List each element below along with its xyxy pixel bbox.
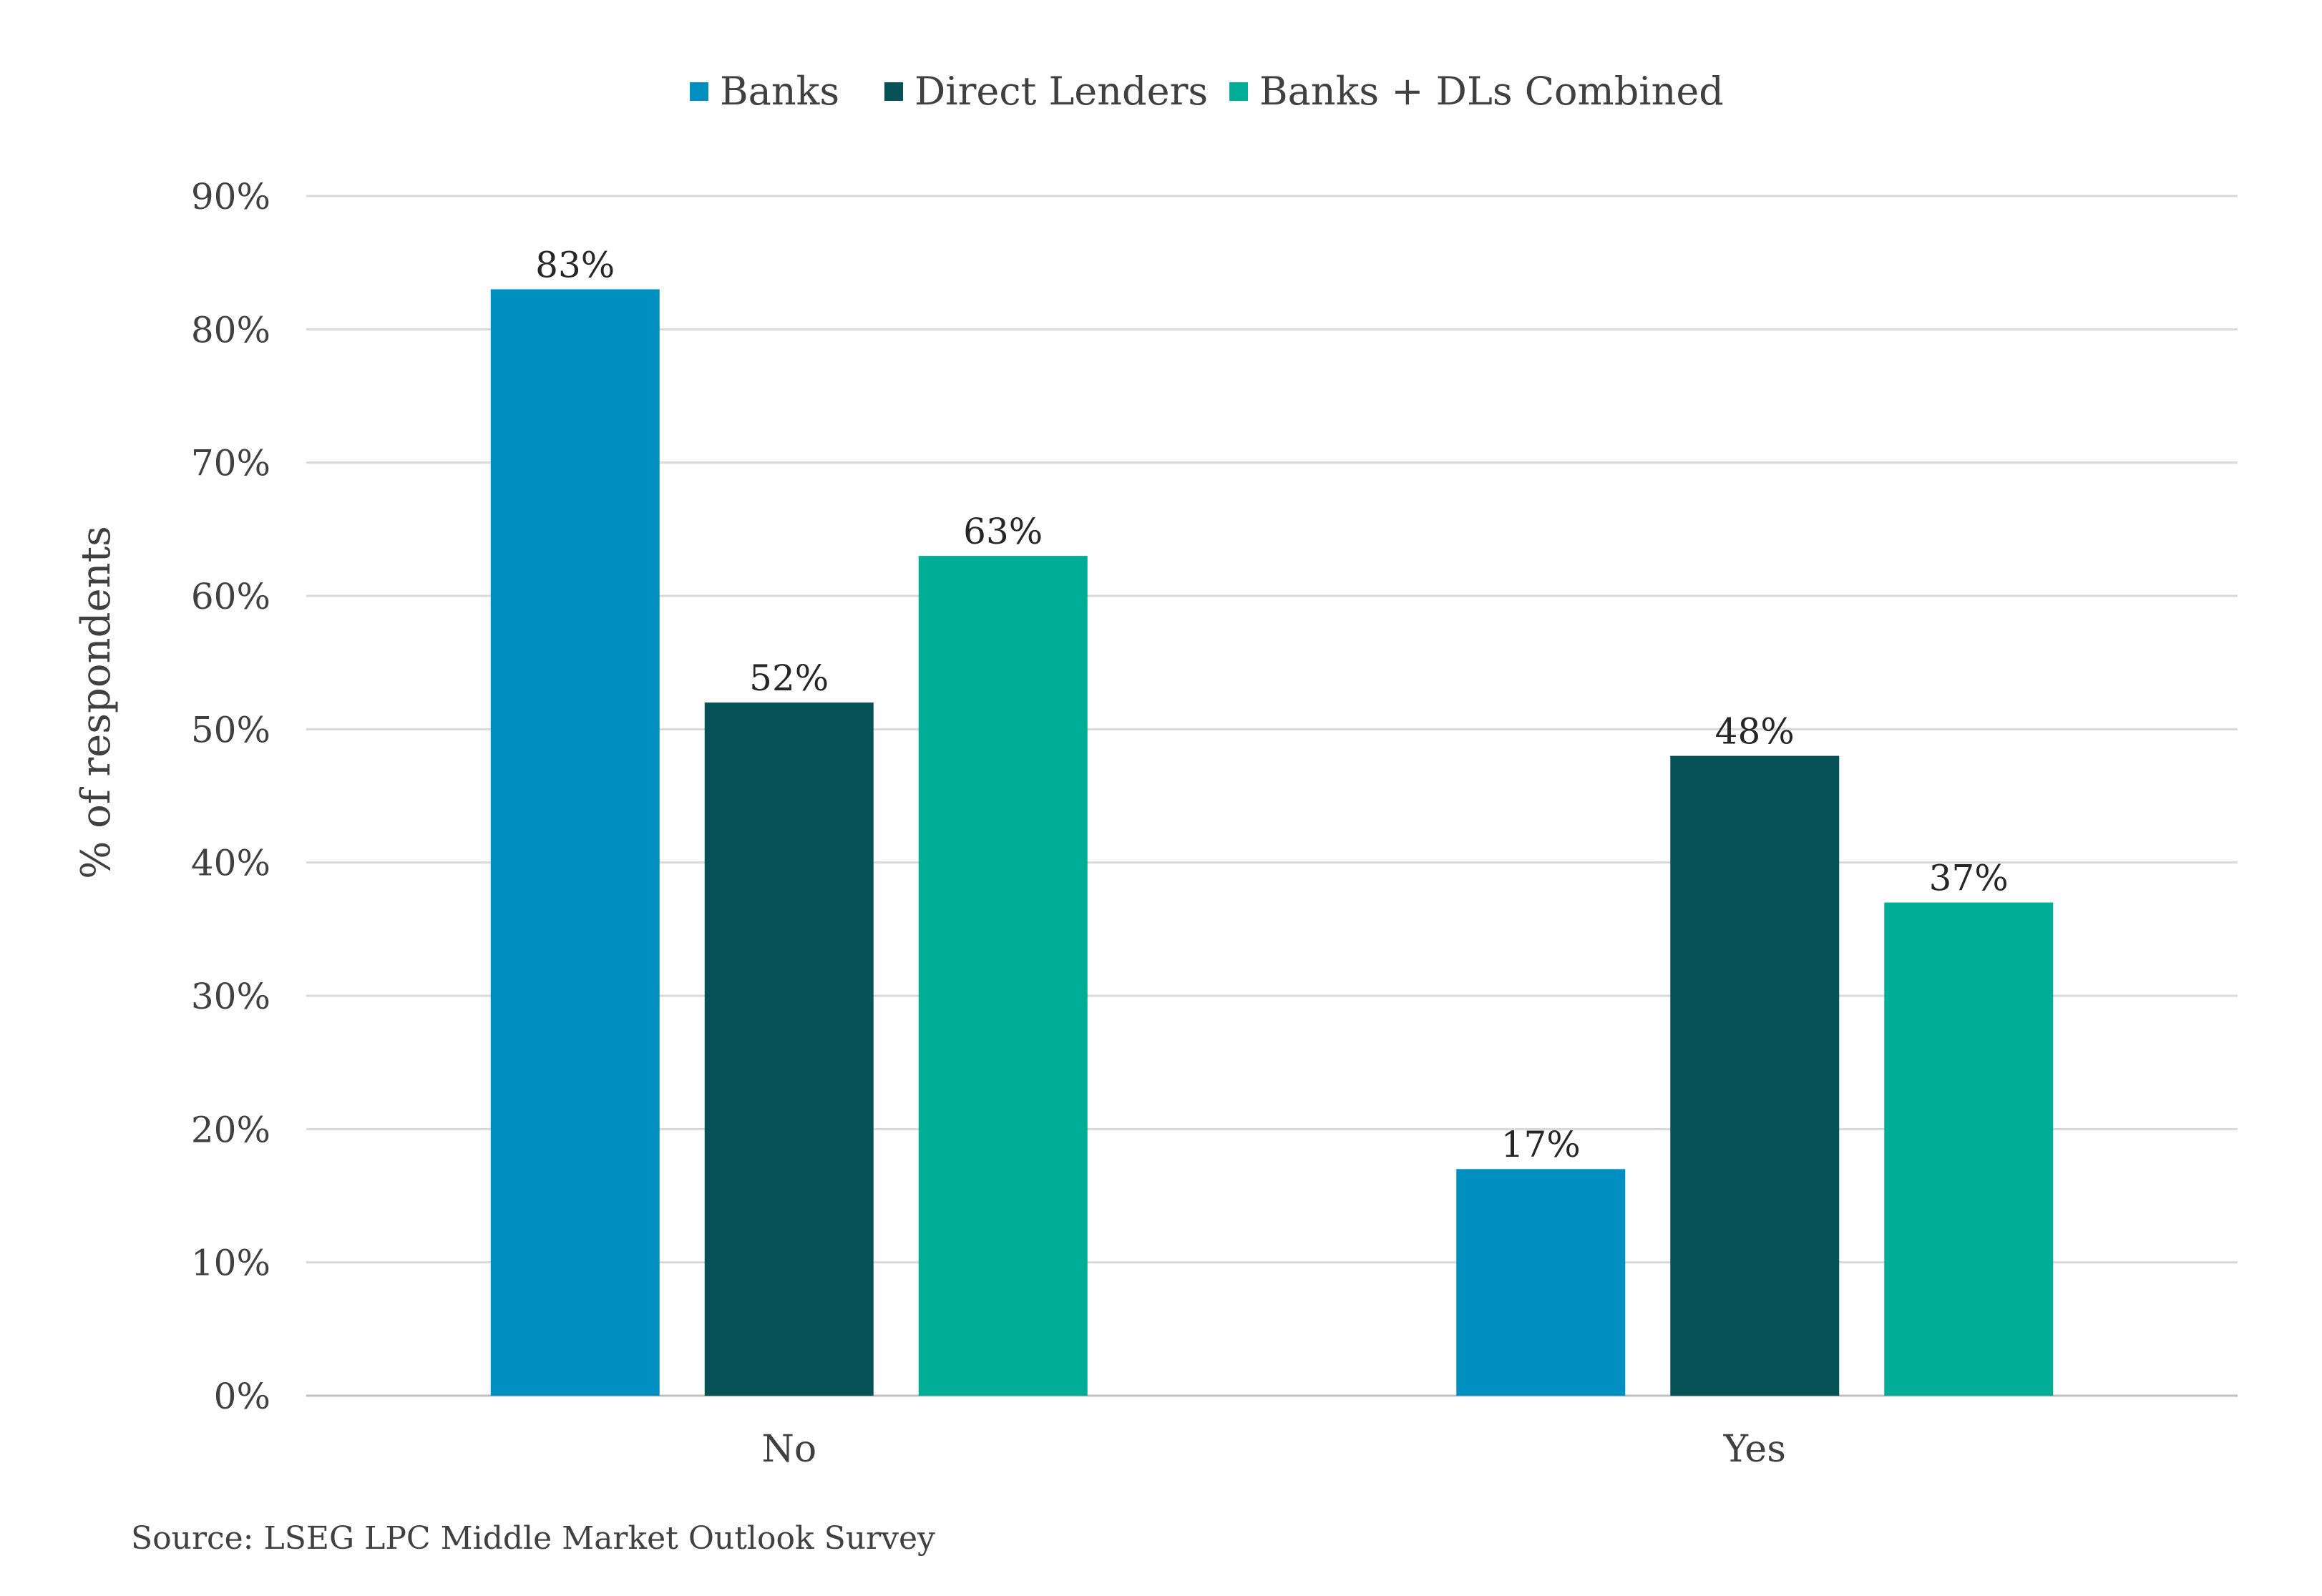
legend-label: Banks + DLs Combined	[1259, 69, 1724, 114]
y-tick-label: 70%	[191, 443, 270, 484]
x-category-label: Yes	[1723, 1428, 1786, 1471]
y-tick-label: 0%	[214, 1376, 270, 1417]
legend: Banks Direct Lenders Banks + DLs Combined	[690, 69, 1724, 114]
y-tick-label: 20%	[191, 1109, 270, 1150]
y-axis-title: % of respondents	[73, 526, 119, 879]
legend-item-banks: Banks	[690, 69, 839, 114]
source-note: Source: LSEG LPC Middle Market Outlook S…	[131, 1520, 935, 1557]
y-tick-label: 90%	[191, 176, 270, 217]
y-tick-label: 80%	[191, 309, 270, 351]
x-axis-categories: No Yes	[761, 1428, 1786, 1471]
legend-swatch	[690, 82, 708, 101]
bar-banks-no	[490, 289, 660, 1396]
legend-item-direct-lenders: Direct Lenders	[884, 69, 1208, 114]
legend-swatch	[1229, 82, 1248, 101]
legend-label: Banks	[720, 69, 839, 114]
bar-direct-lenders-yes	[1670, 755, 1840, 1396]
bar-banks-dls-combined-yes	[1884, 902, 2054, 1396]
bar-banks-dls-combined-no	[918, 556, 1088, 1396]
data-label: 52%	[749, 657, 829, 699]
bars	[490, 289, 2054, 1396]
y-tick-label: 60%	[191, 576, 270, 617]
legend-swatch	[884, 82, 903, 101]
bar-banks-yes	[1456, 1169, 1626, 1396]
data-label: 83%	[535, 244, 615, 285]
legend-item-banks-dls-combined: Banks + DLs Combined	[1229, 69, 1724, 114]
data-label: 48%	[1715, 711, 1795, 753]
y-tick-label: 50%	[191, 709, 270, 750]
x-category-label: No	[761, 1428, 816, 1471]
y-tick-label: 10%	[191, 1243, 270, 1284]
data-label: 17%	[1501, 1124, 1581, 1165]
bar-direct-lenders-no	[704, 702, 874, 1396]
legend-label: Direct Lenders	[914, 69, 1208, 114]
data-label: 37%	[1929, 858, 2009, 899]
data-labels: 83% 52% 63% 17% 48% 37%	[535, 244, 2009, 1165]
data-label: 63%	[963, 511, 1043, 552]
y-axis-ticks: 0% 10% 20% 30% 40% 50% 60% 70% 80% 90%	[191, 176, 270, 1417]
y-tick-label: 40%	[191, 843, 270, 884]
y-tick-label: 30%	[191, 976, 270, 1017]
